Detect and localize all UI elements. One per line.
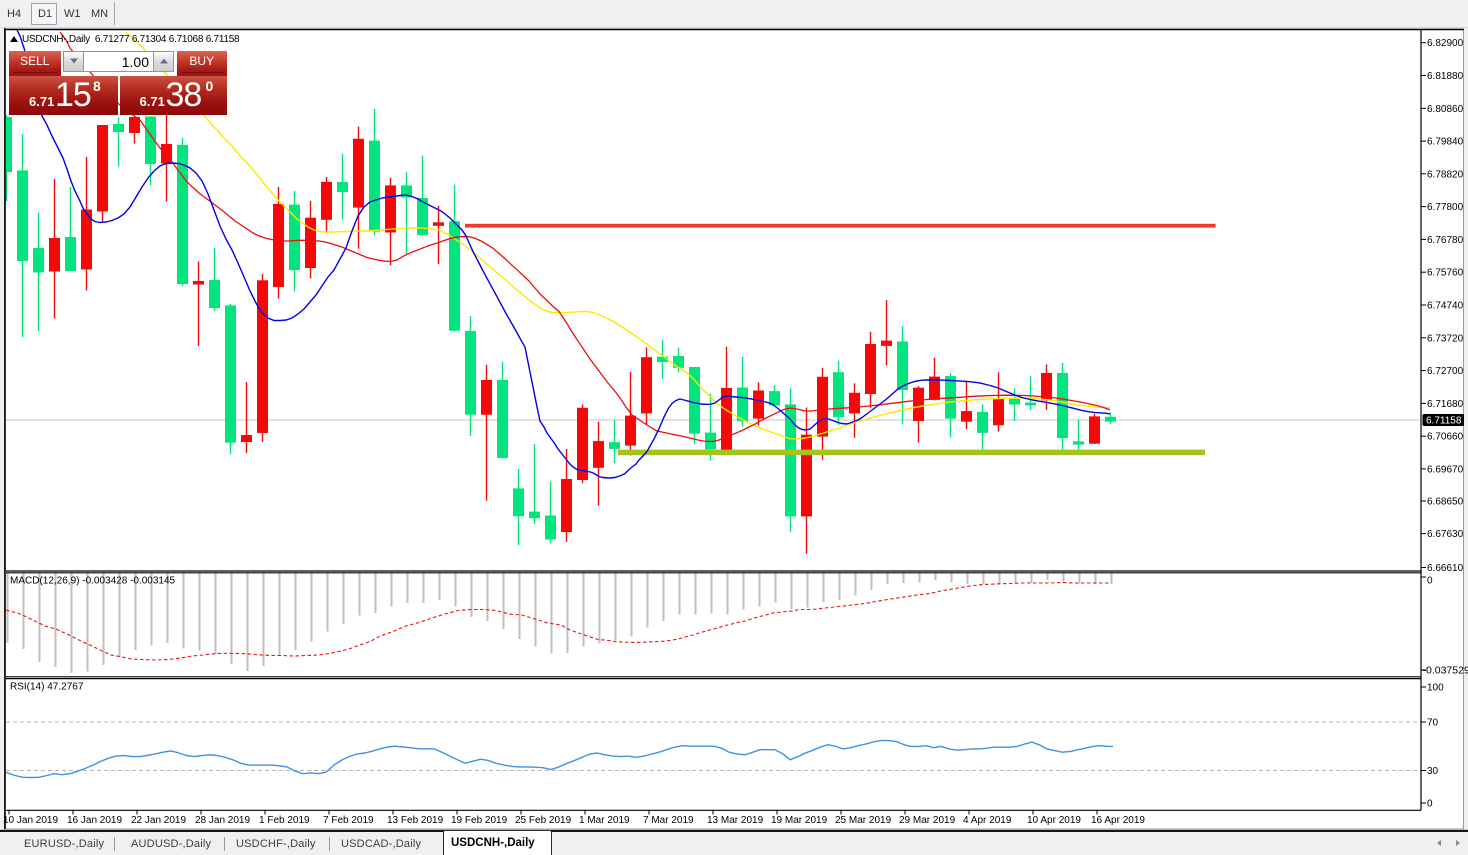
svg-text:6.74740: 6.74740 [1427, 301, 1464, 312]
svg-text:6.68650: 6.68650 [1427, 497, 1464, 508]
svg-text:6.78820: 6.78820 [1427, 169, 1464, 180]
svg-text:13 Feb 2019: 13 Feb 2019 [387, 815, 444, 826]
svg-text:19 Feb 2019: 19 Feb 2019 [451, 815, 508, 826]
svg-text:29 Mar 2019: 29 Mar 2019 [899, 815, 956, 826]
svg-text:28 Jan 2019: 28 Jan 2019 [195, 815, 250, 826]
svg-text:70: 70 [1427, 718, 1439, 729]
svg-text:6.73720: 6.73720 [1427, 333, 1464, 344]
svg-text:-0.037529: -0.037529 [1423, 665, 1468, 677]
svg-text:6.71158: 6.71158 [1426, 416, 1462, 427]
svg-text:6.75760: 6.75760 [1427, 268, 1464, 279]
svg-text:6.66610: 6.66610 [1427, 563, 1464, 574]
svg-text:6.67630: 6.67630 [1427, 529, 1464, 540]
svg-text:1 Feb 2019: 1 Feb 2019 [259, 815, 310, 826]
svg-text:6.70660: 6.70660 [1427, 432, 1464, 443]
svg-text:100: 100 [1427, 683, 1444, 694]
svg-text:0: 0 [1427, 799, 1433, 810]
svg-text:25 Feb 2019: 25 Feb 2019 [515, 815, 572, 826]
svg-text:1 Mar 2019: 1 Mar 2019 [579, 815, 630, 826]
svg-text:16 Apr 2019: 16 Apr 2019 [1091, 815, 1145, 826]
svg-text:6.79840: 6.79840 [1427, 137, 1464, 148]
svg-text:0: 0 [1427, 576, 1433, 587]
svg-text:4 Apr 2019: 4 Apr 2019 [963, 815, 1012, 826]
svg-text:6.81880: 6.81880 [1427, 71, 1464, 82]
svg-text:7 Feb 2019: 7 Feb 2019 [323, 815, 374, 826]
svg-text:19 Mar 2019: 19 Mar 2019 [771, 815, 828, 826]
svg-text:10 Apr 2019: 10 Apr 2019 [1027, 815, 1081, 826]
svg-text:6.76780: 6.76780 [1427, 235, 1464, 246]
svg-text:6.71680: 6.71680 [1427, 399, 1464, 410]
svg-text:7 Mar 2019: 7 Mar 2019 [643, 815, 694, 826]
svg-text:6.69670: 6.69670 [1427, 464, 1464, 475]
svg-text:6.77800: 6.77800 [1427, 202, 1464, 213]
svg-text:25 Mar 2019: 25 Mar 2019 [835, 815, 892, 826]
svg-text:RSI(14) 47.2767: RSI(14) 47.2767 [10, 682, 84, 693]
svg-text:10 Jan 2019: 10 Jan 2019 [3, 815, 58, 826]
svg-text:13 Mar 2019: 13 Mar 2019 [707, 815, 764, 826]
svg-text:6.72700: 6.72700 [1427, 366, 1464, 377]
svg-text:6.82900: 6.82900 [1427, 38, 1464, 49]
svg-text:30: 30 [1427, 766, 1439, 777]
svg-text:22 Jan 2019: 22 Jan 2019 [131, 815, 186, 826]
svg-text:16 Jan 2019: 16 Jan 2019 [67, 815, 122, 826]
svg-text:MACD(12,26,9) -0.003428 -0.003: MACD(12,26,9) -0.003428 -0.003145 [10, 576, 176, 587]
svg-text:6.80860: 6.80860 [1427, 104, 1464, 115]
